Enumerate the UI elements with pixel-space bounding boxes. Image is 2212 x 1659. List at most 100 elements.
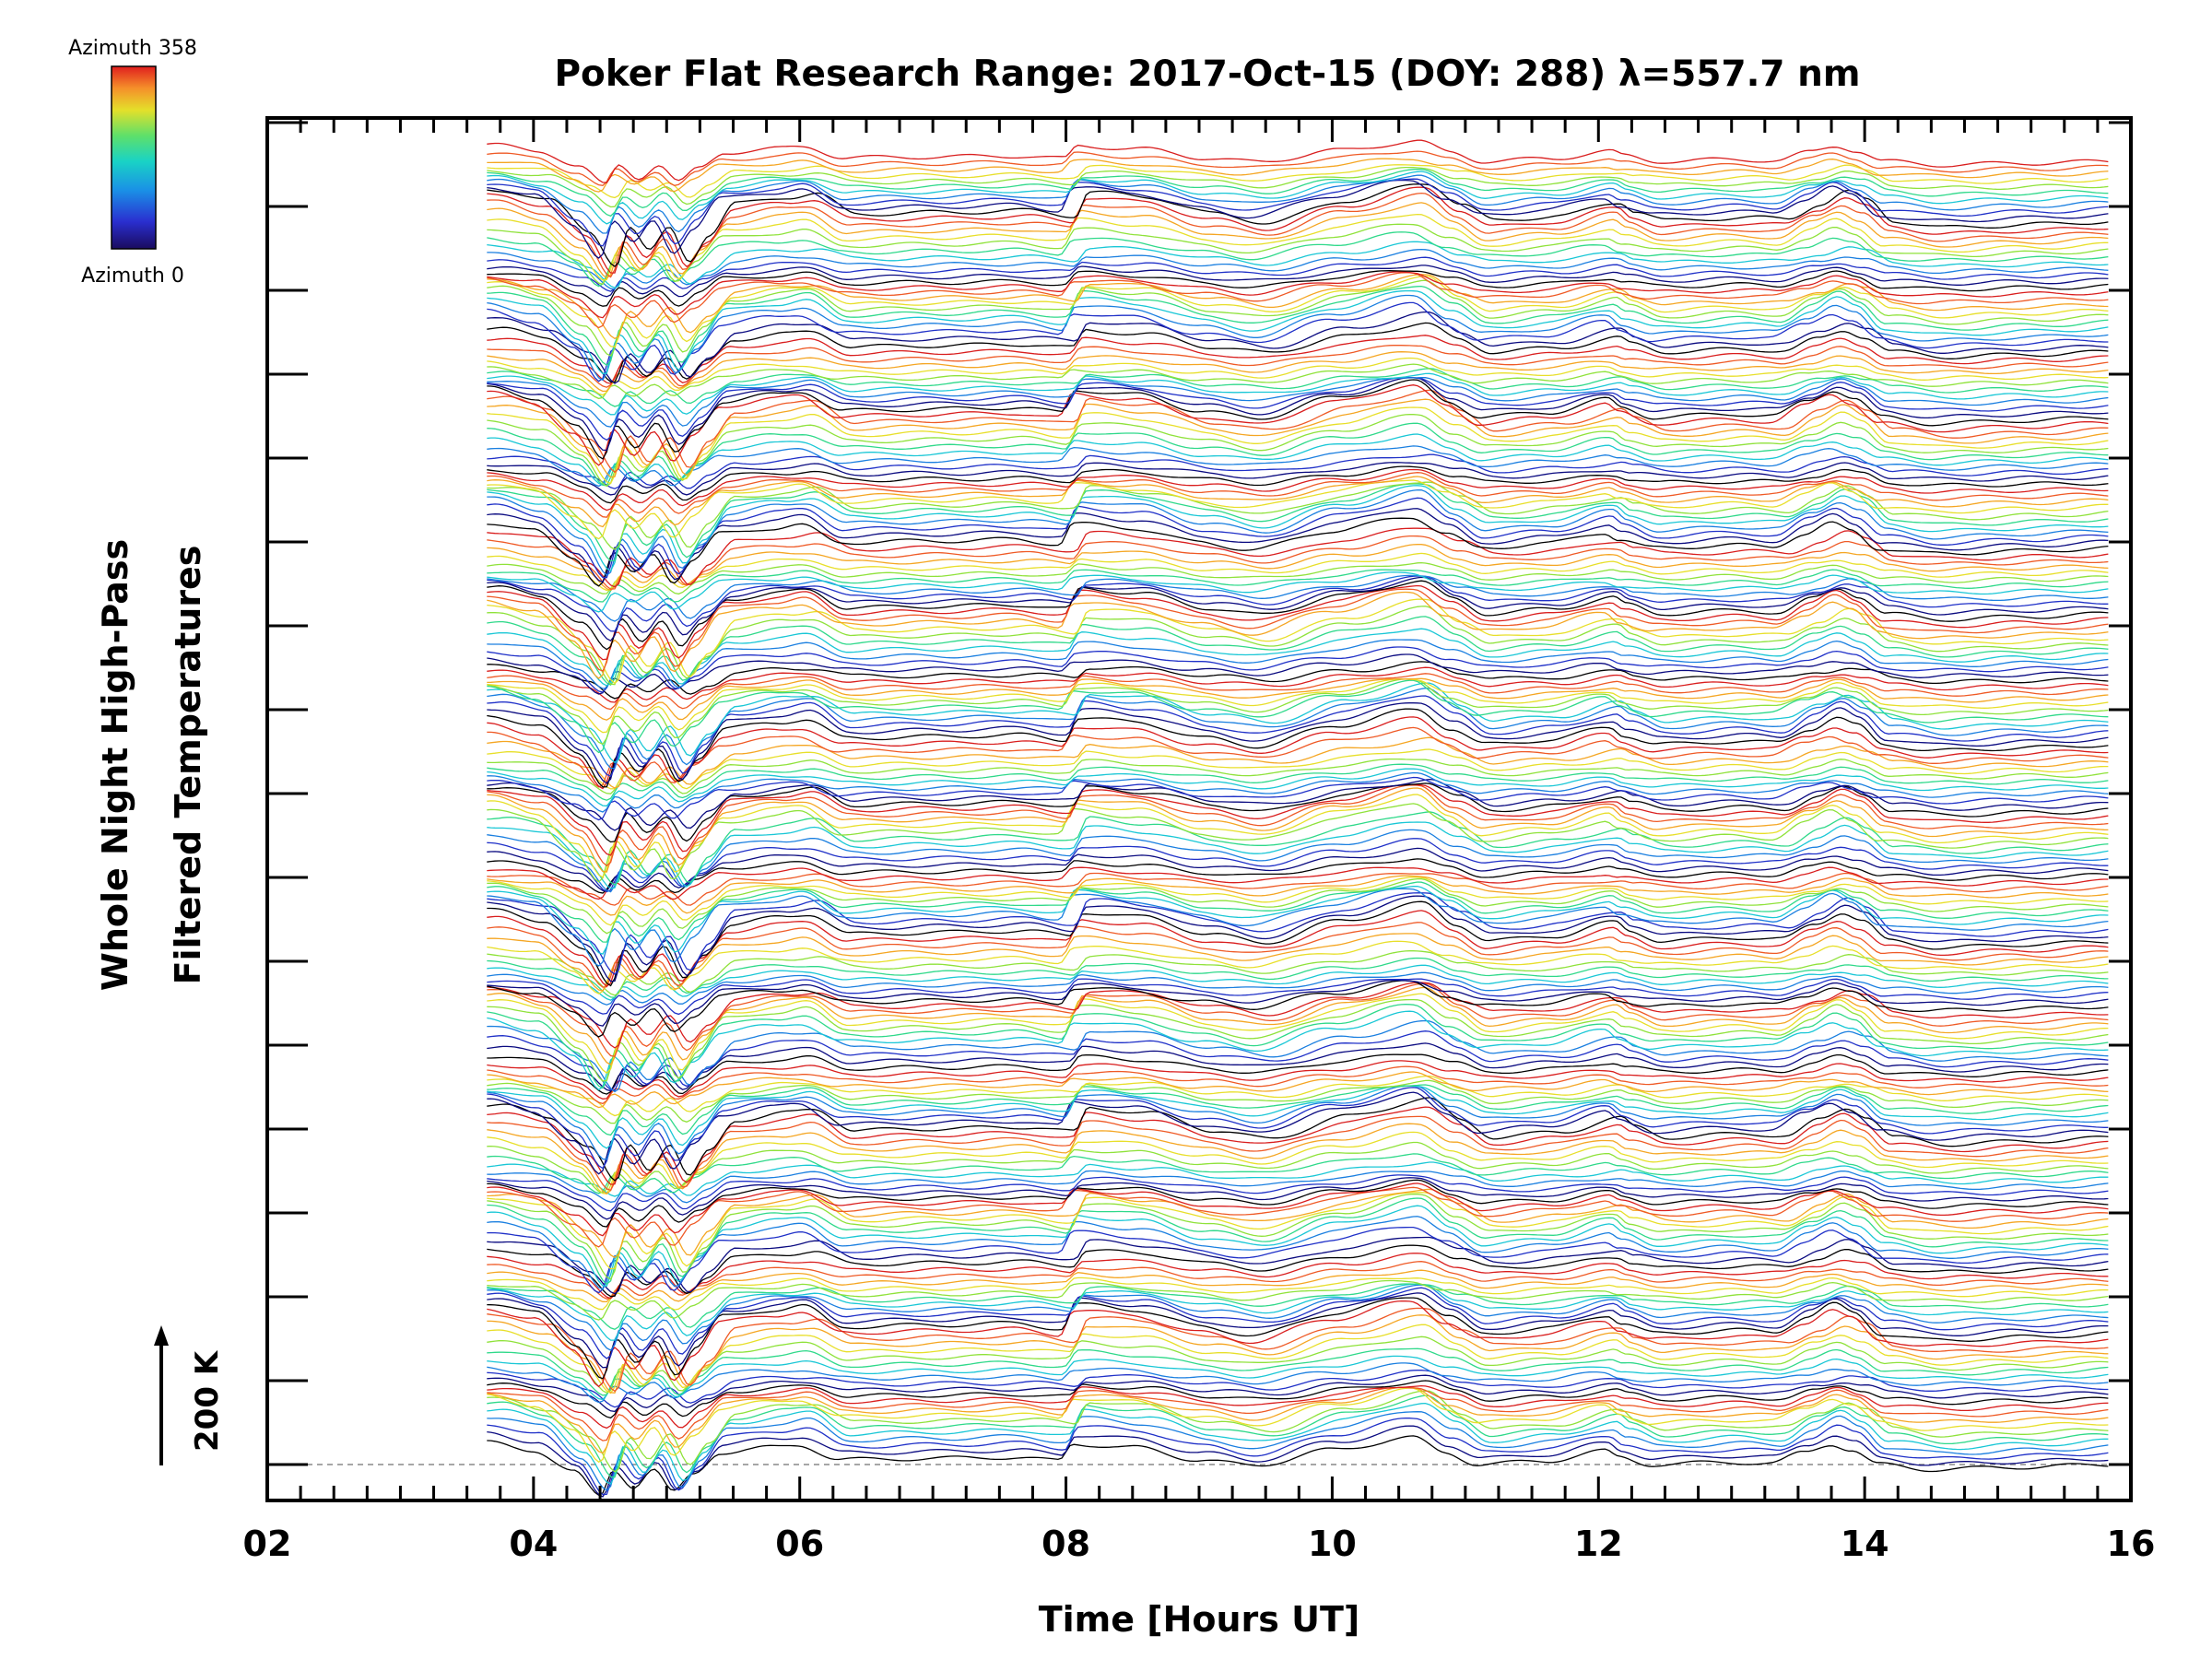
series-line bbox=[487, 838, 2109, 893]
series-line bbox=[487, 679, 2109, 754]
series-line bbox=[487, 821, 2109, 889]
series-line bbox=[487, 357, 2109, 396]
x-tick-label: 12 bbox=[1574, 1524, 1623, 1564]
series-line bbox=[487, 768, 2109, 807]
series-line bbox=[487, 1091, 2109, 1175]
series-line bbox=[487, 406, 2109, 485]
series-line bbox=[487, 771, 2109, 813]
series-line bbox=[487, 782, 2109, 843]
colorbar-gradient bbox=[111, 65, 157, 250]
series-line bbox=[487, 1277, 2109, 1311]
series-line bbox=[487, 256, 2109, 292]
series-line bbox=[487, 389, 2109, 474]
series-line bbox=[487, 653, 2109, 695]
series-line bbox=[487, 223, 2109, 285]
axis-ticks bbox=[265, 118, 2133, 1500]
series-line bbox=[487, 488, 2109, 577]
series-line bbox=[487, 811, 2109, 886]
series-line bbox=[487, 1084, 2109, 1136]
series-line bbox=[487, 275, 2109, 348]
series-line bbox=[487, 1347, 2109, 1396]
series-line bbox=[487, 702, 2109, 784]
series-line bbox=[487, 311, 2109, 384]
series-line bbox=[487, 1131, 2109, 1194]
series-line bbox=[487, 265, 2109, 298]
series-line bbox=[487, 139, 2109, 183]
series-line bbox=[487, 1386, 2109, 1454]
y-axis-label-line1: Whole Night High-Pass bbox=[95, 539, 135, 991]
series-line bbox=[487, 1085, 2109, 1149]
series-line bbox=[487, 497, 2109, 579]
series-line bbox=[487, 877, 2109, 926]
chart-title: Poker Flat Research Range: 2017-Oct-15 (… bbox=[554, 53, 1860, 95]
series-line bbox=[487, 682, 2109, 764]
series-line bbox=[487, 571, 2109, 613]
series-line bbox=[487, 1065, 2109, 1105]
series-line bbox=[487, 1374, 2109, 1413]
series-line bbox=[487, 866, 2109, 900]
series-line bbox=[487, 971, 2109, 1006]
x-tick-label: 02 bbox=[243, 1524, 292, 1564]
series-line bbox=[487, 1394, 2109, 1478]
series-line bbox=[487, 398, 2109, 478]
series-line bbox=[487, 1390, 2109, 1473]
series-line bbox=[487, 979, 2109, 1027]
series-line bbox=[487, 289, 2109, 375]
series-line bbox=[487, 1386, 2109, 1441]
series-line bbox=[487, 1123, 2109, 1195]
series-line bbox=[487, 885, 2109, 955]
series-line bbox=[487, 179, 2109, 259]
series-line bbox=[487, 1411, 2109, 1491]
x-axis-label: Time [Hours UT] bbox=[1039, 1599, 1360, 1640]
x-tick-label: 16 bbox=[2107, 1524, 2156, 1564]
series-line bbox=[487, 377, 2109, 441]
series-line bbox=[487, 1193, 2109, 1280]
series-line bbox=[487, 1205, 2109, 1287]
series-line bbox=[487, 476, 2109, 528]
series-line bbox=[487, 978, 2109, 1016]
series-line bbox=[487, 1284, 2109, 1351]
series-line bbox=[487, 213, 2109, 281]
series-line bbox=[487, 933, 2109, 992]
series-line bbox=[487, 186, 2109, 274]
series-line bbox=[487, 888, 2109, 967]
series-line bbox=[487, 535, 2109, 590]
series-line bbox=[487, 241, 2109, 288]
series-line bbox=[487, 661, 2109, 700]
series-line bbox=[487, 716, 2109, 790]
x-tick-label: 04 bbox=[509, 1524, 558, 1564]
series-line bbox=[487, 351, 2109, 393]
series-line bbox=[487, 202, 2109, 279]
x-tick-label: 14 bbox=[1841, 1524, 1889, 1564]
series-line bbox=[487, 998, 2109, 1082]
series-line bbox=[487, 794, 2109, 878]
series-line bbox=[487, 940, 2109, 994]
series-line bbox=[487, 1425, 2109, 1498]
y-axis-label: Whole Night High-Pass Filtered Temperatu… bbox=[95, 539, 208, 991]
series-line bbox=[487, 598, 2109, 685]
series-line bbox=[487, 1161, 2109, 1197]
series-line bbox=[487, 858, 2109, 894]
series-line bbox=[487, 580, 2109, 651]
series-line bbox=[487, 1244, 2109, 1298]
series-line bbox=[487, 1197, 2109, 1286]
series-line bbox=[487, 1283, 2109, 1341]
series-line bbox=[487, 171, 2109, 225]
series-line bbox=[487, 178, 2109, 247]
colorbar-bottom-label: Azimuth 0 bbox=[81, 265, 184, 288]
series-line bbox=[487, 468, 2109, 512]
series-line bbox=[487, 1307, 2109, 1393]
series-line bbox=[487, 673, 2109, 711]
series-line bbox=[487, 910, 2109, 987]
series-line bbox=[487, 576, 2109, 642]
series-line bbox=[487, 372, 2109, 416]
series-line bbox=[487, 481, 2109, 550]
series-line bbox=[487, 872, 2109, 906]
series-line bbox=[487, 1402, 2109, 1485]
scale-label: 200 K bbox=[189, 1349, 226, 1452]
series-line bbox=[487, 274, 2109, 340]
series-line bbox=[487, 1179, 2109, 1228]
series-line bbox=[487, 982, 2109, 1049]
series-line bbox=[487, 164, 2109, 199]
series-line bbox=[487, 1261, 2109, 1300]
